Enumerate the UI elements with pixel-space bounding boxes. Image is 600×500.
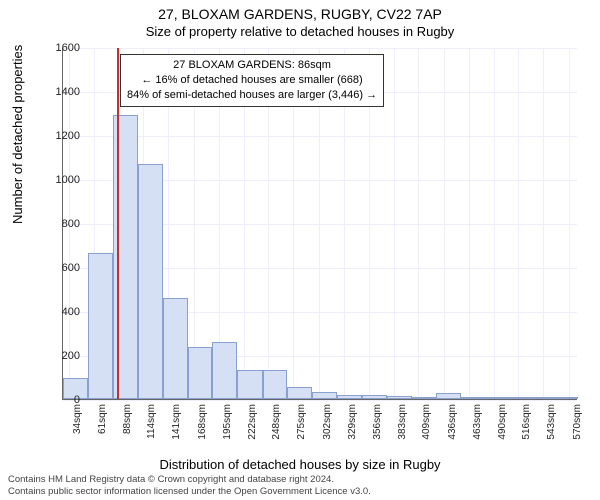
- y-tick-label: 1000: [40, 174, 80, 186]
- gridline-v: [469, 48, 470, 399]
- x-tick-label: 383sqm: [397, 404, 408, 440]
- gridline-h: [63, 48, 577, 49]
- histogram-bar: [487, 397, 511, 399]
- histogram-bar: [436, 393, 461, 399]
- y-tick-label: 200: [40, 350, 80, 362]
- gridline-v: [494, 48, 495, 399]
- x-tick-label: 490sqm: [497, 404, 508, 440]
- x-tick-label: 141sqm: [171, 404, 182, 440]
- x-tick-label: 516sqm: [521, 404, 532, 440]
- x-tick-label: 409sqm: [421, 404, 432, 440]
- x-axis-label: Distribution of detached houses by size …: [0, 457, 600, 472]
- y-tick-label: 600: [40, 262, 80, 274]
- x-tick-label: 195sqm: [222, 404, 233, 440]
- x-tick-label: 463sqm: [472, 404, 483, 440]
- histogram-bar: [511, 397, 536, 399]
- histogram-bar: [88, 253, 113, 399]
- histogram-bar: [237, 370, 262, 399]
- chart-title-line-2: Size of property relative to detached ho…: [0, 22, 600, 39]
- y-tick-label: 400: [40, 306, 80, 318]
- annotation-box: 27 BLOXAM GARDENS: 86sqm ← 16% of detach…: [120, 54, 384, 107]
- y-tick-label: 1400: [40, 86, 80, 98]
- y-tick-label: 1600: [40, 42, 80, 54]
- histogram-bar: [287, 387, 312, 399]
- histogram-bar: [561, 397, 578, 399]
- x-tick-label: 61sqm: [97, 404, 108, 434]
- x-tick-label: 222sqm: [247, 404, 258, 440]
- gridline-h: [63, 136, 577, 137]
- x-tick-label: 543sqm: [546, 404, 557, 440]
- gridline-v: [418, 48, 419, 399]
- footer-attribution: Contains HM Land Registry data © Crown c…: [8, 474, 371, 498]
- gridline-v: [569, 48, 570, 399]
- x-tick-label: 570sqm: [572, 404, 583, 440]
- x-tick-label: 34sqm: [72, 404, 83, 434]
- histogram-bar: [138, 164, 163, 399]
- x-tick-label: 88sqm: [122, 404, 133, 434]
- histogram-bar: [163, 298, 188, 399]
- histogram-bar: [362, 395, 387, 399]
- x-tick-label: 168sqm: [197, 404, 208, 440]
- histogram-bar: [312, 392, 337, 399]
- footer-line-2: Contains public sector information licen…: [8, 486, 371, 498]
- annotation-line-2: ← 16% of detached houses are smaller (66…: [127, 73, 377, 88]
- histogram-bar: [536, 397, 561, 399]
- x-tick-label: 114sqm: [146, 404, 157, 439]
- histogram-bar: [387, 396, 412, 399]
- histogram-bar: [412, 397, 436, 399]
- x-tick-label: 275sqm: [296, 404, 307, 440]
- gridline-v: [518, 48, 519, 399]
- y-axis-label: Number of detached properties: [10, 45, 25, 224]
- histogram-bar: [337, 395, 361, 399]
- chart-title-line-1: 27, BLOXAM GARDENS, RUGBY, CV22 7AP: [0, 0, 600, 22]
- footer-line-1: Contains HM Land Registry data © Crown c…: [8, 474, 371, 486]
- x-tick-label: 356sqm: [372, 404, 383, 440]
- annotation-line-3: 84% of semi-detached houses are larger (…: [127, 88, 377, 103]
- histogram-bar: [188, 347, 212, 399]
- gridline-v: [394, 48, 395, 399]
- reference-line: [117, 48, 119, 399]
- histogram-bar: [461, 397, 486, 399]
- x-tick-label: 248sqm: [271, 404, 282, 440]
- x-tick-label: 329sqm: [347, 404, 358, 440]
- gridline-v: [444, 48, 445, 399]
- histogram-bar: [263, 370, 287, 399]
- y-tick-label: 800: [40, 218, 80, 230]
- histogram-bar: [212, 342, 237, 399]
- gridline-h: [63, 400, 577, 401]
- gridline-v: [543, 48, 544, 399]
- x-tick-label: 436sqm: [447, 404, 458, 440]
- y-tick-label: 1200: [40, 130, 80, 142]
- annotation-line-1: 27 BLOXAM GARDENS: 86sqm: [127, 58, 377, 73]
- x-tick-label: 302sqm: [322, 404, 333, 440]
